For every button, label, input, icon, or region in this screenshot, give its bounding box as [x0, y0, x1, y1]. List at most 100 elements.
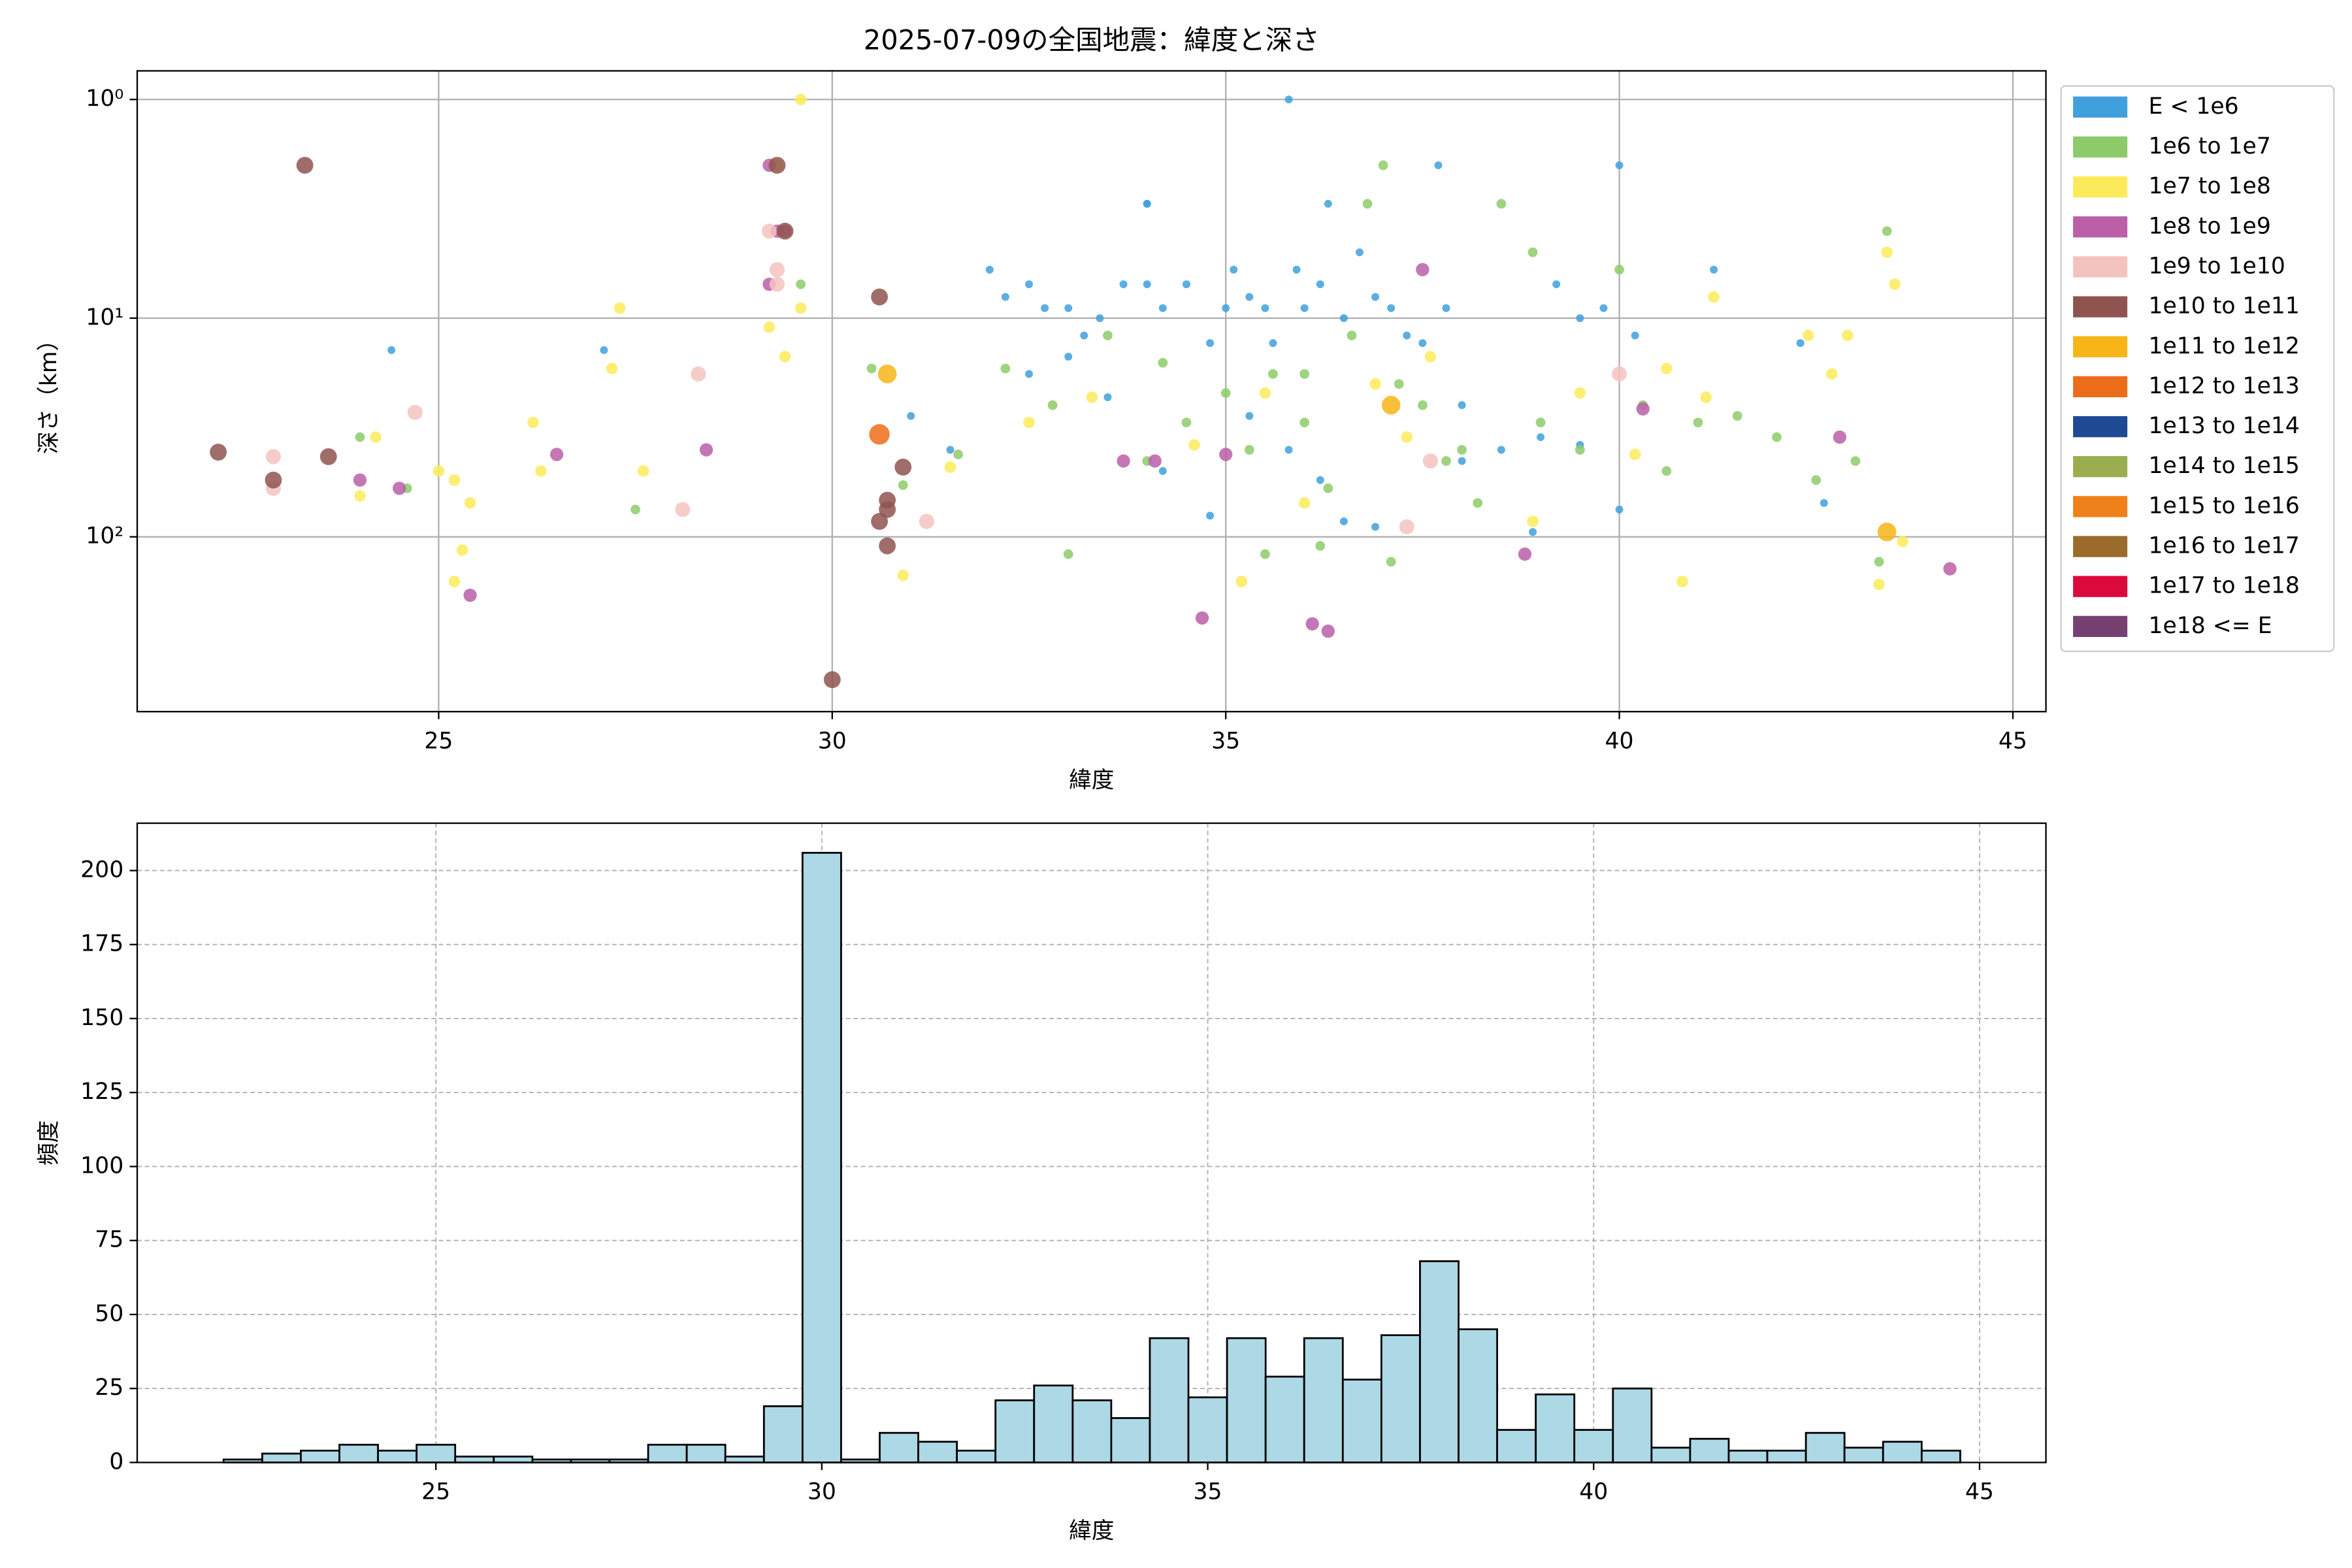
- data-point: [1143, 280, 1151, 289]
- data-point: [1064, 304, 1073, 312]
- y-tick-label: 100: [80, 1152, 123, 1179]
- histogram-bar: [956, 1449, 997, 1463]
- legend-label: E < 1e6: [2148, 93, 2238, 120]
- data-point: [1148, 454, 1162, 468]
- data-point: [1143, 199, 1151, 208]
- histogram-bar: [1766, 1449, 1807, 1463]
- data-point: [1041, 304, 1049, 312]
- data-point: [1158, 357, 1168, 368]
- data-point: [1103, 331, 1113, 340]
- histogram-bar: [1805, 1431, 1846, 1463]
- data-point: [1378, 160, 1388, 171]
- legend-label: 1e18 <= E: [2148, 613, 2272, 639]
- data-point: [763, 321, 776, 333]
- data-point: [1299, 369, 1310, 379]
- data-point: [1063, 549, 1073, 559]
- data-point: [1518, 547, 1532, 561]
- data-point: [1636, 402, 1650, 416]
- legend-swatch: [2073, 456, 2128, 478]
- histogram-bar: [1612, 1387, 1653, 1463]
- histogram-bar: [1110, 1417, 1151, 1463]
- data-point: [1457, 445, 1467, 455]
- data-point: [1386, 557, 1396, 567]
- histogram-bar: [1187, 1396, 1228, 1463]
- data-point: [1387, 304, 1396, 312]
- data-point: [535, 465, 547, 477]
- data-point: [296, 157, 314, 174]
- y-tick-label: 50: [95, 1301, 123, 1327]
- data-point: [1676, 576, 1688, 587]
- data-point: [1023, 416, 1035, 429]
- x-tick-label: 25: [424, 728, 453, 754]
- legend-label: 1e6 to 1e7: [2148, 133, 2270, 159]
- data-point: [606, 363, 618, 374]
- data-point: [1401, 431, 1413, 443]
- data-point: [1473, 498, 1483, 508]
- data-point: [637, 465, 649, 477]
- legend-label: 1e7 to 1e8: [2148, 173, 2270, 199]
- data-point: [823, 671, 841, 689]
- data-point: [1222, 304, 1230, 312]
- data-point: [944, 461, 956, 473]
- y-tick-label: 10¹: [86, 304, 123, 331]
- data-point: [1527, 247, 1538, 257]
- data-point: [1833, 430, 1847, 444]
- data-point: [1417, 400, 1428, 410]
- histogram-bar: [261, 1452, 302, 1463]
- data-point: [907, 412, 915, 420]
- data-point: [1305, 617, 1319, 631]
- histogram-bar: [377, 1449, 418, 1463]
- histogram-bar: [1033, 1384, 1074, 1463]
- data-point: [1321, 624, 1335, 638]
- y-tick-label: 125: [80, 1079, 123, 1105]
- data-point: [1442, 304, 1450, 312]
- data-point: [1182, 280, 1190, 289]
- data-point: [1230, 265, 1238, 274]
- data-point: [1575, 445, 1585, 455]
- legend-swatch: [2073, 536, 2128, 557]
- data-point: [1001, 293, 1009, 301]
- data-point: [1629, 448, 1641, 461]
- data-point: [1339, 314, 1348, 322]
- y-tick-label: 200: [80, 857, 123, 883]
- data-point: [600, 346, 608, 354]
- data-point: [1268, 369, 1278, 379]
- data-point: [1708, 291, 1720, 303]
- data-point: [1219, 448, 1233, 461]
- legend-label: 1e11 to 1e12: [2148, 333, 2299, 359]
- data-point: [448, 576, 461, 587]
- data-point: [1527, 515, 1539, 527]
- data-point: [1355, 248, 1364, 257]
- data-point: [1371, 293, 1380, 301]
- data-point: [1299, 417, 1310, 428]
- data-point: [456, 544, 468, 556]
- legend-swatch: [2073, 136, 2128, 158]
- legend-label: 1e16 to 1e17: [2148, 533, 2299, 559]
- data-point: [1195, 611, 1209, 625]
- data-point: [1700, 391, 1712, 403]
- plot-border: [136, 822, 2047, 1463]
- histogram-bar: [685, 1443, 727, 1463]
- data-point: [1298, 497, 1311, 509]
- data-point: [1882, 226, 1892, 237]
- data-point: [1441, 456, 1451, 466]
- legend-swatch: [2073, 296, 2128, 318]
- data-point: [1874, 557, 1884, 567]
- data-point: [1576, 314, 1584, 322]
- histogram-bar: [454, 1456, 495, 1463]
- data-point: [1661, 363, 1673, 374]
- data-point: [879, 491, 896, 509]
- data-point: [463, 588, 477, 602]
- data-point: [1574, 387, 1586, 399]
- data-point: [1324, 199, 1332, 208]
- y-tick-label: 10⁰: [86, 86, 123, 112]
- data-point: [1612, 366, 1627, 382]
- data-point: [1873, 578, 1885, 591]
- data-point: [1103, 393, 1112, 402]
- data-point: [1877, 522, 1897, 542]
- histogram-bar: [493, 1456, 534, 1463]
- data-point: [769, 262, 785, 278]
- data-point: [1206, 512, 1215, 520]
